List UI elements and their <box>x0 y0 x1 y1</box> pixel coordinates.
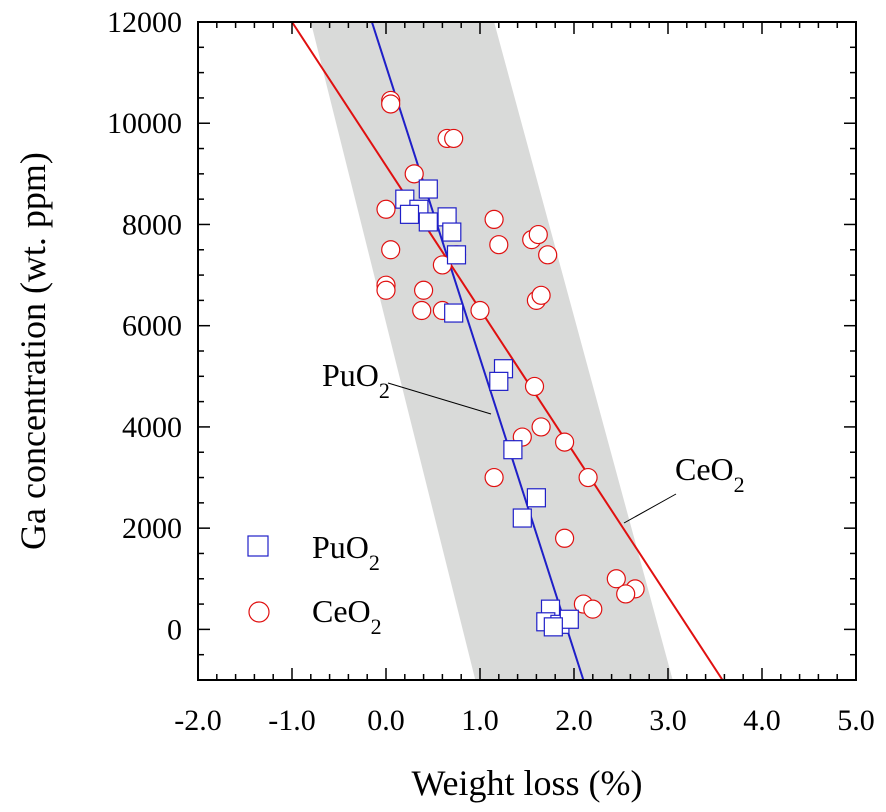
data-point-ceo2 <box>484 467 504 488</box>
x-tick-label: 2.0 <box>555 704 593 737</box>
data-point-puo2 <box>418 212 438 232</box>
y-tick-label: 6000 <box>122 310 182 343</box>
legend-ceo2-marker <box>248 601 270 623</box>
data-point-ceo2 <box>531 285 551 305</box>
axis-ticks-layer <box>197 21 857 681</box>
data-point-puo2 <box>543 617 563 637</box>
puo2-annotation-leader <box>387 382 492 415</box>
ceo2-annotation-text: CeO <box>675 451 734 487</box>
legend-puo2-text: PuO <box>312 529 369 565</box>
legend-puo2-marker <box>247 535 269 557</box>
data-point-ceo2 <box>616 584 636 604</box>
x-tick-label: 1.0 <box>461 704 499 737</box>
data-point-puo2 <box>418 179 438 199</box>
data-point-ceo2 <box>531 417 551 437</box>
shaded-band-layer <box>310 22 673 680</box>
y-axis-title: Ga concentration (wt. ppm) <box>13 152 53 550</box>
puo2-annotation-label: PuO2 <box>322 357 390 403</box>
data-point-puo2 <box>489 371 509 391</box>
data-point-ceo2 <box>606 569 626 589</box>
fit-line-puo2 <box>370 22 585 680</box>
x-tick-label: 3.0 <box>649 704 687 737</box>
x-axis-title: Weight loss (%) <box>411 763 642 803</box>
data-point-ceo2 <box>489 235 509 255</box>
data-point-ceo2 <box>381 240 401 260</box>
data-point-ceo2 <box>376 199 396 219</box>
legend-puo2-label: PuO2 <box>312 529 380 575</box>
data-point-ceo2 <box>524 376 545 397</box>
legend: PuO2 CeO2 <box>247 529 382 639</box>
data-point-ceo2 <box>578 467 598 488</box>
legend-ceo2-text: CeO <box>312 593 371 629</box>
data-point-ceo2 <box>412 300 432 321</box>
data-point-ceo2 <box>583 599 603 619</box>
data-point-ceo2 <box>554 432 575 452</box>
puo2-annotation-text: PuO <box>322 357 379 393</box>
y-tick-label: 12000 <box>107 6 182 39</box>
y-tick-label: 10000 <box>107 107 182 140</box>
y-tick-label: 2000 <box>122 512 182 545</box>
data-point-ceo2 <box>528 224 548 245</box>
data-point-puo2 <box>446 245 467 265</box>
data-point-ceo2 <box>444 128 464 149</box>
data-point-ceo2 <box>554 528 575 548</box>
y-tick-label: 8000 <box>122 208 182 241</box>
x-tick-label: 0.0 <box>367 704 405 737</box>
y-tick-label: 4000 <box>122 411 182 444</box>
legend-puo2-subscript: 2 <box>369 550 380 575</box>
data-point-puo2 <box>503 440 523 460</box>
data-point-puo2 <box>399 204 420 224</box>
puo2-annotation-subscript: 2 <box>379 378 390 403</box>
data-points-layer <box>376 90 645 637</box>
ceo2-annotation-subscript: 2 <box>734 472 745 497</box>
data-point-puo2 <box>559 609 579 629</box>
data-point-ceo2 <box>484 209 504 229</box>
data-point-puo2 <box>444 303 464 323</box>
data-point-ceo2 <box>470 300 490 321</box>
x-tick-label: 5.0 <box>837 704 875 737</box>
legend-ceo2-subscript: 2 <box>371 614 382 639</box>
annotations-layer: PuO2 CeO2 <box>322 357 745 524</box>
data-point-ceo2 <box>432 255 452 275</box>
data-point-ceo2 <box>376 280 396 300</box>
data-point-puo2 <box>526 488 547 508</box>
ceo2-annotation-label: CeO2 <box>675 451 745 497</box>
data-point-puo2 <box>442 222 462 242</box>
x-tick-label: 4.0 <box>743 704 781 737</box>
tick-labels-layer: -2.0 -1.0 0.0 1.0 2.0 3.0 4.0 5.0 0 2000 4000 6000 8… <box>107 6 875 737</box>
fit-lines-layer <box>291 22 724 680</box>
data-point-ceo2 <box>381 94 401 114</box>
y-tick-label: 0 <box>167 613 182 646</box>
ceo2-annotation-leader <box>623 493 677 524</box>
data-point-puo2 <box>512 508 532 528</box>
data-point-ceo2 <box>538 245 558 265</box>
shaded-band <box>310 22 673 680</box>
legend-ceo2-label: CeO2 <box>312 593 382 639</box>
data-point-ceo2 <box>414 280 434 300</box>
x-tick-label: -1.0 <box>268 704 316 737</box>
x-tick-label: -2.0 <box>174 704 222 737</box>
fit-line-ceo2 <box>291 22 724 680</box>
data-point-ceo2 <box>404 164 424 184</box>
